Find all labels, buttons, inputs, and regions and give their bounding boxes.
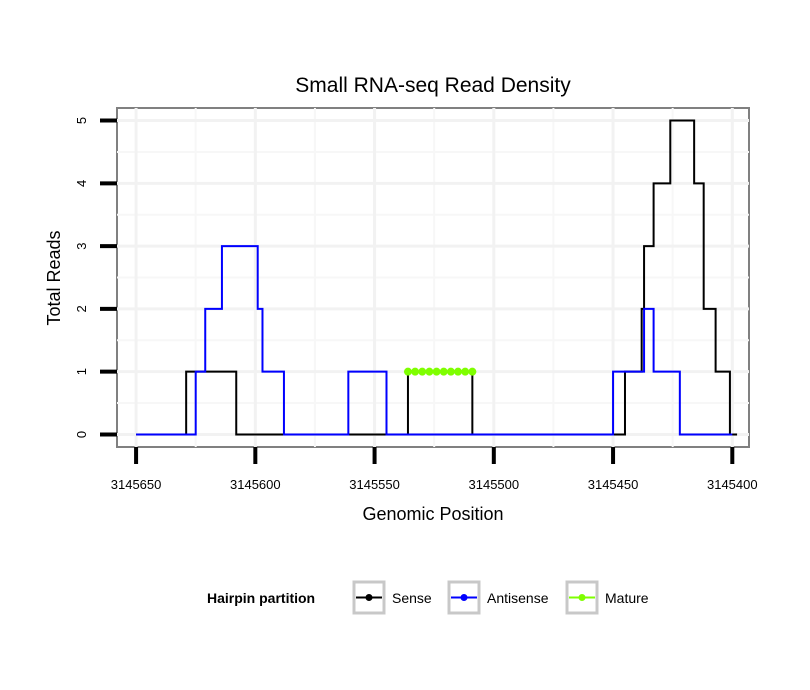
x-tick-label: 3145550 xyxy=(349,477,400,492)
series-point-mature xyxy=(432,367,441,376)
legend-item-antisense: Antisense xyxy=(447,580,549,615)
x-axis-title: Genomic Position xyxy=(362,504,503,524)
legend-label-mature: Mature xyxy=(605,590,649,606)
x-tick-label: 3145650 xyxy=(111,477,162,492)
chart-title: Small RNA-seq Read Density xyxy=(295,74,571,97)
y-tick-label: 1 xyxy=(74,368,89,375)
x-tick-label: 3145450 xyxy=(588,477,639,492)
y-tick-label: 3 xyxy=(74,242,89,249)
legend-item-sense: Sense xyxy=(352,580,432,615)
legend-label-antisense: Antisense xyxy=(487,590,549,606)
y-tick-label: 2 xyxy=(74,305,89,312)
series-point-mature xyxy=(418,367,427,376)
x-tick-label: 3145600 xyxy=(230,477,281,492)
y-tick-label: 0 xyxy=(74,431,89,438)
y-tick-label: 4 xyxy=(74,180,89,187)
y-axis: 0 1 2 3 4 5 xyxy=(74,117,117,438)
y-tick-label: 5 xyxy=(74,117,89,124)
legend-dot-mature xyxy=(578,594,586,601)
series-point-mature xyxy=(403,367,412,376)
x-tick-label: 3145500 xyxy=(469,477,520,492)
legend-dot-antisense xyxy=(460,594,468,601)
series-line-antisense xyxy=(136,245,733,436)
series-point-mature xyxy=(446,367,455,376)
series-point-mature xyxy=(439,367,448,376)
x-tick-label: 3145400 xyxy=(707,477,758,492)
series-point-mature xyxy=(454,367,463,376)
series-point-mature xyxy=(468,367,477,376)
x-axis: 3145650 3145600 3145550 3145500 3145450 31454… xyxy=(111,447,758,492)
legend-item-mature: Mature xyxy=(565,580,649,615)
y-axis-title: Total Reads xyxy=(44,230,64,325)
legend-label-sense: Sense xyxy=(392,590,432,606)
legend: Hairpin partition Sense Antisense Mature xyxy=(207,580,649,615)
series-point-mature xyxy=(425,367,434,376)
series-point-mature xyxy=(411,367,420,376)
data-series xyxy=(136,119,738,436)
legend-dot-sense xyxy=(365,594,373,601)
legend-title: Hairpin partition xyxy=(207,590,315,606)
series-point-mature xyxy=(461,367,470,376)
